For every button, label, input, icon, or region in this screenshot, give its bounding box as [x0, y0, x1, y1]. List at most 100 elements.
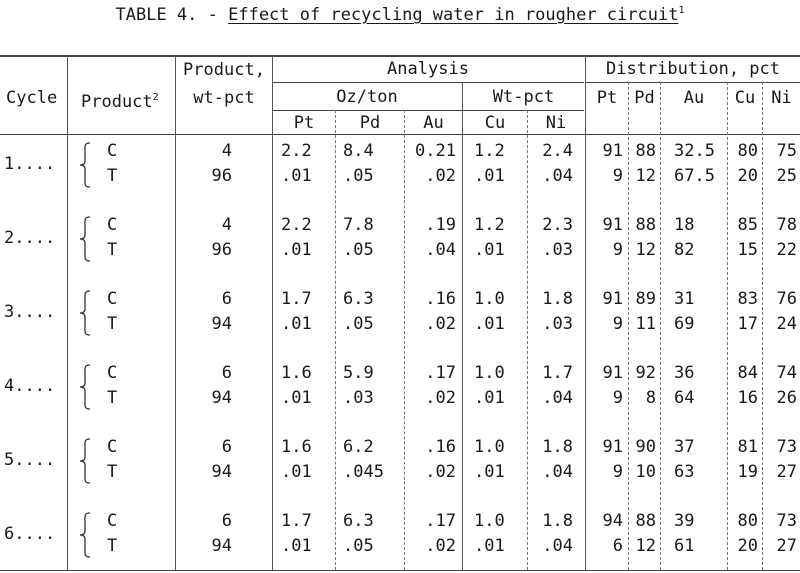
cell-product: T [107, 536, 118, 556]
cell-dau: 63 [674, 462, 695, 482]
cell-au: .17 [425, 363, 456, 383]
cell-ni: 2.3 [542, 215, 573, 235]
brace-icon [79, 216, 91, 262]
cell-au: .02 [425, 314, 456, 334]
cell-wt: 94 [211, 388, 232, 408]
cell-pd: .05 [343, 536, 374, 556]
rule-analysis [272, 82, 584, 83]
cell-ni: 1.8 [542, 289, 573, 309]
cell-au: .17 [425, 511, 456, 531]
cell-pt: 1.7 [281, 511, 312, 531]
header-product-label: Product [81, 92, 153, 112]
cell-pd: 6.3 [343, 511, 374, 531]
rule-v-wt [272, 55, 273, 570]
cell-product: C [107, 141, 118, 161]
cell-cu: 1.2 [474, 141, 505, 161]
header-cu: Cu [484, 113, 506, 133]
cell-ni: .03 [542, 314, 573, 334]
table-title-prefix: TABLE 4. - [115, 5, 218, 25]
cell-dau: 64 [674, 388, 695, 408]
rule-v-pd-au [404, 110, 405, 570]
cell-dau: 31 [674, 289, 695, 309]
cell-dau: 69 [674, 314, 695, 334]
cell-pt: .01 [281, 388, 312, 408]
header-dist-ni: Ni [771, 88, 792, 108]
cell-dni: 22 [776, 240, 797, 260]
header-dist-pd: Pd [634, 88, 655, 108]
brace-icon [79, 512, 91, 558]
cell-dpd: 8 [645, 388, 656, 408]
cell-dni: 24 [776, 314, 797, 334]
cell-dpd: 88 [635, 215, 656, 235]
cell-wt: 4 [221, 215, 232, 235]
header-pd: Pd [359, 113, 381, 133]
cell-dni: 26 [776, 388, 797, 408]
cell-dpd: 12 [635, 166, 656, 186]
cell-wt: 96 [211, 240, 232, 260]
cell-dpd: 88 [635, 141, 656, 161]
cell-dcu: 85 [737, 215, 758, 235]
cell-dpt: 9 [612, 240, 623, 260]
cell-dcu: 80 [737, 141, 758, 161]
cell-ni: .03 [542, 240, 573, 260]
cell-pd: .045 [343, 462, 384, 482]
cell-dni: 74 [776, 363, 797, 383]
cell-dpt: 91 [602, 363, 623, 383]
cell-pt: 1.6 [281, 363, 312, 383]
cell-dni: 78 [776, 215, 797, 235]
cell-dpt: 9 [612, 314, 623, 334]
cell-wt: 6 [221, 363, 232, 383]
cell-cu: .01 [474, 240, 505, 260]
cell-wt: 6 [221, 511, 232, 531]
cell-dni: 27 [776, 536, 797, 556]
cell-dpd: 90 [635, 437, 656, 457]
cell-dni: 27 [776, 462, 797, 482]
cell-dau: 67.5 [674, 166, 715, 186]
cell-pd: .05 [343, 314, 374, 334]
cell-dpd: 12 [635, 240, 656, 260]
cell-cu: .01 [474, 536, 505, 556]
cell-dni: 25 [776, 166, 797, 186]
cell-cu: 1.0 [474, 289, 505, 309]
cell-dpd: 89 [635, 289, 656, 309]
cell-dau: 32.5 [674, 141, 715, 161]
cell-pd: 6.3 [343, 289, 374, 309]
cycle-label: 4.... [4, 376, 56, 396]
cycle-label: 6.... [4, 524, 56, 544]
brace-icon [79, 290, 91, 336]
cell-au: .02 [425, 166, 456, 186]
cell-wt: 4 [221, 141, 232, 161]
cell-dau: 18 [674, 215, 695, 235]
rule-v-distribution [585, 55, 586, 570]
cell-pd: .05 [343, 240, 374, 260]
cell-pd: .05 [343, 166, 374, 186]
cell-product: T [107, 240, 118, 260]
header-dist-pt: Pt [596, 88, 618, 108]
rule-v-dpt-dpd [628, 82, 629, 570]
cell-pt: .01 [281, 240, 312, 260]
cell-wt: 94 [211, 314, 232, 334]
cell-ni: 1.7 [542, 363, 573, 383]
header-pt: Pt [293, 113, 315, 133]
cell-pd: 5.9 [343, 363, 374, 383]
cell-dpd: 88 [635, 511, 656, 531]
cell-dcu: 80 [737, 511, 758, 531]
cell-dni: 76 [776, 289, 797, 309]
header-oz-ton: Oz/ton [336, 87, 398, 107]
cell-dcu: 19 [737, 462, 758, 482]
cell-au: .19 [425, 215, 456, 235]
cell-cu: .01 [474, 166, 505, 186]
cell-wt: 6 [221, 289, 232, 309]
cell-ni: .04 [542, 166, 573, 186]
cell-product: C [107, 511, 118, 531]
cell-dpt: 91 [602, 215, 623, 235]
header-dist-cu: Cu [734, 88, 756, 108]
cell-ni: 1.8 [542, 511, 573, 531]
header-cycle: Cycle [6, 88, 58, 108]
cycle-label: 3.... [4, 302, 56, 322]
cell-wt: 6 [221, 437, 232, 457]
rule-v-pt-pd [335, 110, 336, 570]
cell-pt: .01 [281, 536, 312, 556]
cell-au: .16 [425, 437, 456, 457]
cell-product: C [107, 215, 118, 235]
